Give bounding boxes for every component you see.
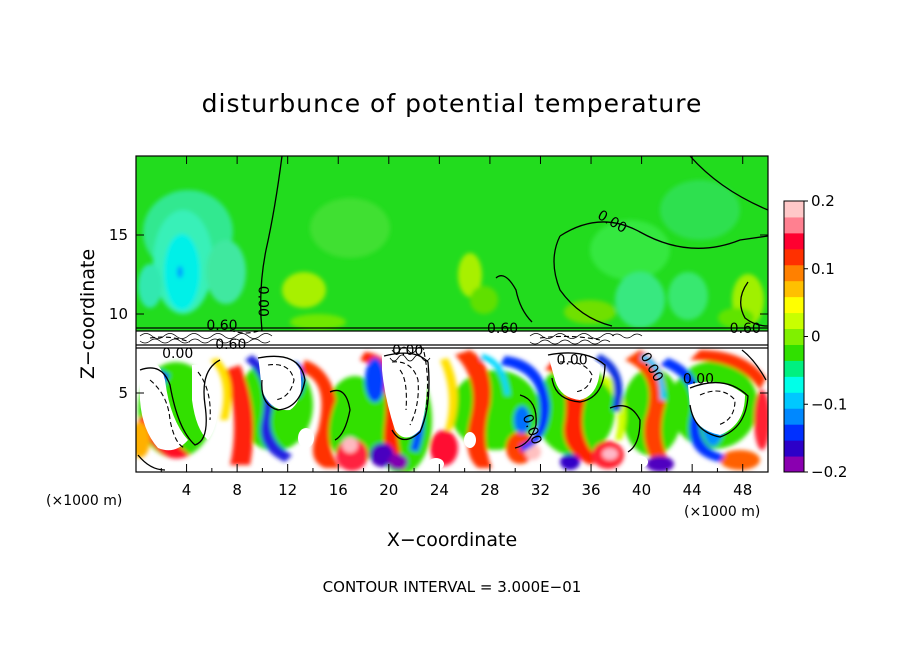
y-axis-ticks: 5 10 15 [109,226,768,402]
colorbar-swatch [784,328,804,345]
contour-label: 0.00 [683,372,714,388]
y-tick-label: 5 [118,384,128,402]
colorbar-swatch [784,408,804,425]
band-ripples [139,333,643,362]
x-tick-label: 24 [430,481,449,499]
colorbar-swatch [784,280,804,298]
y-axis-label: Z−coordinate [77,249,99,379]
negative-contours [149,329,736,449]
contour-lines [136,156,768,471]
colorbar-ticks: 0.2 0.1 0 −0.1 −0.2 [804,192,847,481]
x-tick-label: 36 [581,481,600,499]
colorbar-swatch [784,216,804,234]
x-tick-label: 12 [278,481,297,499]
colorbar-tick-label: 0.1 [811,260,835,278]
contour-label: 0.00 [162,346,193,362]
chart-title: disturbunce of potential temperature [202,89,703,118]
x-axis-label: X−coordinate [387,529,517,551]
x-tick-label: 20 [379,481,398,499]
x-axis-unit: (×1000 m) [684,504,760,520]
x-tick-label: 8 [232,481,242,499]
colorbar-tick-label: 0.2 [811,192,835,210]
y-tick-label: 15 [109,226,128,244]
colorbar-swatch [784,296,804,314]
contour-label: 0.60 [215,337,246,353]
colorbar-swatch [784,424,804,441]
colorbar-tick-label: −0.2 [811,463,847,481]
contour-label: 0.60 [487,321,518,337]
x-tick-label: 44 [683,481,702,499]
contour-label: 0.60 [730,321,761,337]
contour-label: 0.00 [255,286,271,317]
x-tick-label: 4 [182,481,192,499]
x-tick-label: 32 [531,481,550,499]
plot-area: 0.000.000.60 0.600.600.600.00 0.000.00 0.00… [136,156,768,472]
x-tick-label: 16 [329,481,348,499]
colorbar-swatch [784,392,804,409]
contour-interval-note: CONTOUR INTERVAL = 3.000E−01 [323,578,582,596]
contour-label: 0.00 [556,353,587,369]
x-tick-label: 48 [733,481,752,499]
colorbar-swatch [784,456,804,473]
band-white [136,331,768,347]
colorbar-tick-label: −0.1 [811,395,847,413]
x-axis-ticks: 4 8 12 16 20 24 28 32 36 40 44 48 [160,156,752,499]
colorbar-swatch [784,360,804,377]
colorbar [784,201,804,473]
x-tick-label: 28 [480,481,499,499]
colorbar-swatch [784,440,804,457]
y-tick-label: 10 [109,305,128,323]
colorbar-swatch [784,376,804,393]
colorbar-swatch [784,201,804,218]
x-tick-label: 40 [632,481,651,499]
contour-label: 0.00 [392,343,423,359]
colorbar-swatch [784,248,804,266]
colorbar-swatch [784,232,804,250]
colorbar-swatch [784,312,804,330]
colorbar-swatch [784,344,804,361]
colorbar-swatch [784,264,804,282]
colorbar-tick-label: 0 [811,328,821,346]
y-axis-unit: (×1000 m) [46,493,122,509]
contour-label: 0.60 [206,318,237,334]
upper-anomalies [138,180,764,330]
